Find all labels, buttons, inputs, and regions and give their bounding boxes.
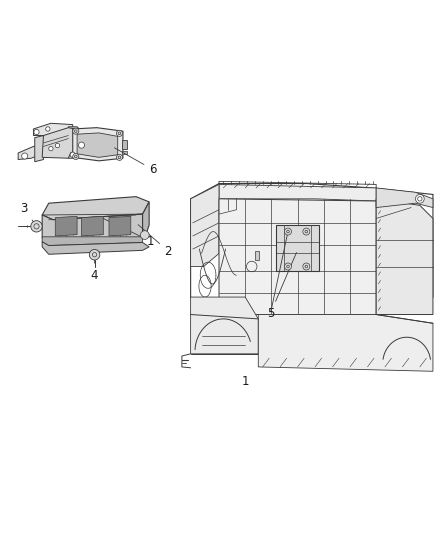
Circle shape	[416, 195, 424, 203]
Polygon shape	[255, 251, 259, 260]
Polygon shape	[42, 197, 149, 220]
Polygon shape	[376, 188, 433, 207]
Text: 2: 2	[138, 225, 172, 258]
Circle shape	[78, 142, 85, 148]
Polygon shape	[42, 237, 143, 246]
Circle shape	[21, 153, 28, 159]
Circle shape	[49, 147, 53, 151]
Text: 3: 3	[20, 202, 35, 224]
Polygon shape	[33, 123, 73, 135]
Polygon shape	[219, 199, 376, 314]
Polygon shape	[191, 184, 219, 266]
Circle shape	[117, 154, 123, 160]
Circle shape	[285, 228, 291, 235]
Circle shape	[73, 128, 79, 134]
Circle shape	[73, 154, 79, 159]
Text: 6: 6	[114, 148, 157, 176]
Circle shape	[55, 143, 60, 148]
Polygon shape	[18, 147, 44, 159]
Circle shape	[303, 228, 310, 235]
Text: 1: 1	[99, 216, 155, 248]
Polygon shape	[77, 133, 118, 157]
Polygon shape	[42, 128, 75, 158]
Circle shape	[117, 130, 123, 136]
Text: 5: 5	[267, 253, 297, 320]
Polygon shape	[68, 127, 79, 139]
Circle shape	[31, 221, 42, 232]
Circle shape	[303, 263, 310, 270]
Polygon shape	[73, 128, 123, 161]
Polygon shape	[219, 184, 376, 201]
Circle shape	[46, 127, 50, 131]
Polygon shape	[55, 216, 77, 236]
Polygon shape	[35, 135, 46, 161]
Text: 4: 4	[91, 257, 98, 282]
Polygon shape	[276, 225, 319, 271]
Circle shape	[70, 152, 75, 157]
Polygon shape	[376, 199, 433, 314]
Polygon shape	[81, 216, 103, 236]
Circle shape	[285, 263, 291, 270]
Polygon shape	[122, 140, 127, 149]
Polygon shape	[42, 241, 149, 254]
Polygon shape	[122, 151, 127, 154]
Circle shape	[141, 231, 149, 239]
Circle shape	[89, 249, 100, 260]
Text: 1: 1	[241, 375, 249, 388]
Polygon shape	[258, 314, 433, 372]
Polygon shape	[68, 148, 86, 158]
Polygon shape	[143, 202, 149, 238]
Polygon shape	[109, 216, 131, 236]
Polygon shape	[42, 214, 143, 243]
Polygon shape	[191, 297, 258, 354]
Polygon shape	[75, 139, 92, 151]
Circle shape	[34, 130, 39, 135]
